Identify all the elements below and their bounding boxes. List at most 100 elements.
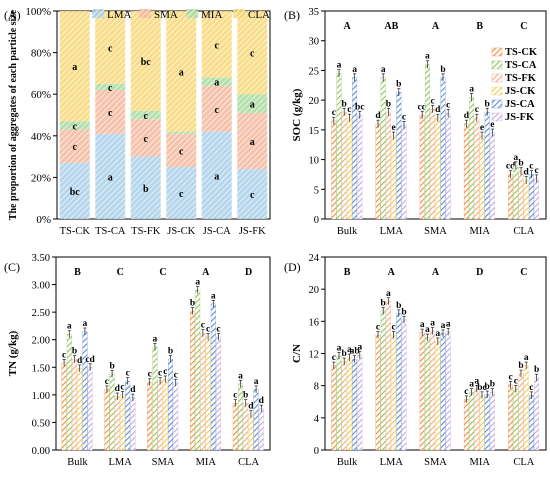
bar-segment-lma [130,156,161,219]
significance-letter: a [435,329,440,339]
bar-ts-ck [375,123,381,220]
bar-ts-ck [508,174,514,220]
y-tick-label: 80% [31,48,51,60]
group-letter: C [117,267,124,278]
significance-letter: c [108,108,113,119]
significance-letter: a [425,325,430,335]
significance-letter: b [381,298,386,308]
bar-js-fk [130,397,136,451]
significance-letter: c [108,43,113,54]
legend-label: MIA [201,9,222,21]
bar-ts-ca [469,391,475,451]
bar-js-ca [440,77,446,220]
y-tick-label: 15 [309,126,320,137]
significance-letter: b [534,365,539,375]
bar-segment-lma [95,133,126,219]
bar-js-ck [435,117,441,220]
significance-letter: c [233,391,237,401]
bar-js-fk [87,367,93,451]
significance-letter: d [259,396,265,406]
bar-js-fk [445,331,451,451]
bar-ts-ca [513,165,519,220]
significance-letter: c [250,49,255,60]
bar-ts-fk [385,301,391,451]
significance-letter: cd [417,102,427,112]
legend-label: SMA [154,9,178,21]
bar-js-fk [173,382,179,451]
significance-letter: c [508,372,512,382]
significance-letter: c [174,370,178,380]
significance-letter: a [352,65,357,75]
legend-swatch [186,9,198,18]
bar-ts-fk [474,117,480,220]
significance-letter: c [144,111,149,122]
significance-letter: a [72,62,77,73]
bar-js-fk [489,132,495,220]
y-tick-label: 0% [36,214,51,226]
bar-segment-lma [237,169,268,219]
bar-segment-cla [237,11,268,95]
significance-letter: c [73,121,78,132]
x-tick-label: LMA [109,457,133,468]
significance-letter: c [529,162,533,172]
panel-label: (D) [284,260,301,274]
bar-ts-ca [336,73,342,220]
significance-letter: a [524,353,529,363]
significance-letter: c [216,324,220,334]
y-axis-label: TN (g/kg) [7,330,19,376]
x-tick-label: TS-CK [60,226,91,237]
significance-letter: a [357,343,362,353]
x-tick-label: SMA [152,457,175,468]
significance-letter: b [490,380,495,390]
significance-letter: b [401,307,406,317]
x-tick-label: TS-CA [95,226,126,237]
legend-label: TS-CA [505,60,537,71]
x-tick-label: CLA [513,457,534,468]
y-tick-label: 20 [309,285,320,296]
significance-letter: c [446,100,450,110]
legend-swatch [491,60,503,70]
x-tick-label: Bulk [337,457,358,468]
bar-segment-lma [166,167,197,219]
panel-c: (C) 0.00 0.50 1.00 1.50 2.00 2.50 3.00 3.50 TN (g… [4,253,271,468]
bar-segment-mia [237,94,268,113]
group-letter: C [520,21,527,32]
y-tick-label: 3.50 [32,253,50,264]
y-tick-label: 4 [314,414,320,425]
y-tick-label: 100% [25,6,51,18]
significance-letter: a [446,319,451,329]
significance-letter: a [179,67,184,78]
group-letter: A [388,267,396,278]
x-tick-label: JS-CK [167,226,195,237]
significance-letter: c [332,108,336,118]
bar-segment-cla [166,11,197,132]
bar-js-fk [445,113,451,220]
significance-letter: c [179,146,184,157]
legend-swatch [491,112,503,122]
bar-segment-mia [59,121,90,130]
panel-label: (C) [4,260,20,274]
bar-ts-fk [474,388,480,451]
significance-letter: bc [355,102,365,112]
bar-segment-sma [59,129,90,163]
y-axis-label: C/N [291,344,303,363]
x-tick-label: CLA [238,457,259,468]
bar-ts-ca [424,64,430,220]
y-tick-label: 0 [314,446,319,457]
bar-ts-fk [157,380,163,451]
bar-ts-ck [419,114,425,220]
significance-letter: b [518,159,523,169]
significance-letter: b [485,99,490,109]
bar-ts-ck [104,389,110,451]
plot-frame [56,10,271,220]
bar-js-ck [346,117,352,220]
significance-letter: e [391,123,395,133]
bar-segment-lma [59,162,90,219]
y-tick-label: 24 [309,253,320,264]
significance-letter: c [514,376,518,386]
x-tick-label: MIA [469,457,490,468]
bar-ts-fk [430,108,436,220]
legend-label: JS-FK [505,112,535,123]
significance-letter: a [250,100,255,111]
